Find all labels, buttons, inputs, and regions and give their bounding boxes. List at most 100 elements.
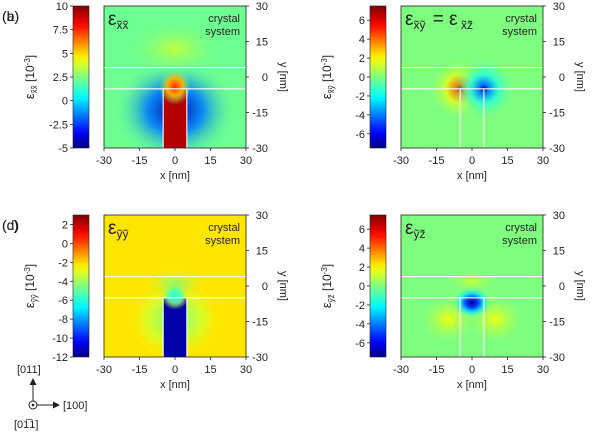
panel-1: -30 -15 0 15 30 x [nm] -30 -15 0 15 30 y [nm] εx̃ỹ =… (2, 1, 586, 182)
colorbar-tick-label: -6 (355, 338, 365, 350)
axis-arrowhead-011 (29, 378, 37, 385)
crystal-axes-legend: [011] [100] [01̅1] (14, 364, 87, 431)
colorbar-tick-label: -2 (58, 257, 68, 269)
colorbar-tick-label: 4 (359, 34, 365, 46)
colorbar-tick-label: 0 (62, 238, 68, 250)
colorbar-tick-label: -4 (58, 276, 68, 288)
y-tick-label: -15 (549, 317, 565, 329)
colorbar-tick-label: 7.5 (53, 25, 68, 37)
colorbar-label: εx̃x̃ [10-3] (22, 55, 39, 99)
panel-3: -30 -15 0 15 30 x [nm] -30 -15 0 15 30 y [nm] εỹz̃ cr… (2, 210, 586, 391)
crystal-system-annotation: crystal (208, 13, 240, 25)
x-tick-label: -30 (393, 155, 409, 167)
panel-title: εx̃ỹ = ε x̃z̃ (405, 9, 473, 32)
axis-label-0-1-1: [01̅1] (14, 419, 38, 431)
y-tick-label: 0 (262, 281, 268, 293)
strain-map (401, 215, 543, 357)
x-tick-label: 0 (172, 364, 178, 376)
colorbar-tick-label: -5 (58, 143, 68, 155)
x-tick-label: -15 (132, 155, 148, 167)
x-tick-label: 30 (240, 155, 252, 167)
colorbar-tick-label: 0 (62, 96, 68, 108)
colorbar-tick-label: 2 (359, 53, 365, 65)
x-tick-label: 15 (501, 155, 513, 167)
colorbar-tick-label: -2 (355, 300, 365, 312)
crystal-system-annotation: system (502, 235, 537, 247)
y-tick-label: 15 (553, 246, 565, 258)
colorbar-tick-label: -4 (355, 110, 365, 122)
y-tick-label: 30 (553, 210, 565, 222)
colorbar-tick-label: 5 (62, 48, 68, 60)
colorbar (369, 5, 387, 149)
x-tick-label: 0 (469, 364, 475, 376)
y-tick-label: -30 (549, 352, 565, 364)
x-tick-label: 15 (204, 364, 216, 376)
colorbar-tick-label: -12 (52, 352, 68, 364)
colorbar-tick-label: -10 (52, 333, 68, 345)
colorbar-tick-label: -2.5 (49, 119, 68, 131)
panel-label: (d) (2, 217, 19, 233)
colorbar (72, 214, 90, 358)
colorbar-tick-label: 0 (359, 72, 365, 84)
y-tick-label: 15 (256, 246, 268, 258)
x-tick-label: -15 (132, 364, 148, 376)
x-axis-label: x [nm] (160, 170, 190, 182)
y-axis-label: y [nm] (574, 62, 586, 92)
crystal-system-annotation: crystal (505, 13, 537, 25)
strain-map (104, 215, 246, 357)
x-axis-label: x [nm] (457, 379, 487, 391)
colorbar-tick-label: -2 (355, 91, 365, 103)
colorbar-label: εỹỹ [10-3] (22, 264, 39, 308)
axis-arrowhead-100 (53, 401, 60, 409)
y-axis-label: y [nm] (277, 62, 289, 92)
x-tick-label: -30 (96, 155, 112, 167)
colorbar-tick-label: -6 (58, 295, 68, 307)
panel-title: εx̃x̃ (108, 9, 128, 32)
y-axis-label: y [nm] (574, 271, 586, 301)
colorbar-tick-label: 6 (359, 224, 365, 236)
colorbar-tick-label: 0 (359, 281, 365, 293)
x-tick-label: 30 (537, 364, 549, 376)
x-tick-label: -15 (429, 364, 445, 376)
crystal-system-annotation: system (502, 26, 537, 38)
y-axis-label: y [nm] (277, 271, 289, 301)
colorbar (369, 214, 387, 358)
y-tick-label: -15 (549, 108, 565, 120)
y-tick-label: 15 (553, 37, 565, 49)
y-tick-label: -15 (252, 108, 268, 120)
panel-title: εỹz̃ (405, 218, 425, 241)
axis-label-100: [100] (63, 400, 87, 412)
x-tick-label: -15 (429, 155, 445, 167)
strain-map (401, 6, 543, 148)
y-tick-label: 30 (256, 1, 268, 13)
crystal-system-annotation: crystal (208, 222, 240, 234)
strain-map (104, 6, 246, 148)
x-tick-label: 0 (469, 155, 475, 167)
colorbar-tick-label: 2 (359, 262, 365, 274)
wire-core (163, 297, 187, 357)
panel-label: (b) (2, 8, 19, 24)
panel-0: -30 -15 0 15 30 x [nm] -30 -15 0 15 30 y [nm] εx̃x̃ c… (2, 1, 289, 182)
panel-2: -30 -15 0 15 30 x [nm] -30 -15 0 15 30 y [nm] εỹỹ cry… (2, 210, 289, 391)
x-tick-label: 30 (537, 155, 549, 167)
colorbar (72, 5, 90, 149)
crystal-system-annotation: system (205, 26, 240, 38)
y-tick-label: 30 (256, 210, 268, 222)
x-tick-label: -30 (96, 364, 112, 376)
colorbar-tick-label: 6 (359, 15, 365, 27)
colorbar-tick-label: 4 (359, 243, 365, 255)
wire-core (163, 88, 187, 148)
y-tick-label: -30 (252, 143, 268, 155)
x-axis-label: x [nm] (457, 170, 487, 182)
colorbar-tick-label: 10 (56, 1, 68, 13)
x-tick-label: 15 (501, 364, 513, 376)
x-tick-label: 15 (204, 155, 216, 167)
colorbar-tick-label: -4 (355, 319, 365, 331)
y-tick-label: -30 (549, 143, 565, 155)
colorbar-label: εỹz̃ [10-3] (319, 264, 336, 308)
y-tick-label: 0 (559, 72, 565, 84)
panel-label: (c) (2, 217, 18, 233)
crystal-system-annotation: system (205, 235, 240, 247)
y-tick-label: 0 (559, 281, 565, 293)
